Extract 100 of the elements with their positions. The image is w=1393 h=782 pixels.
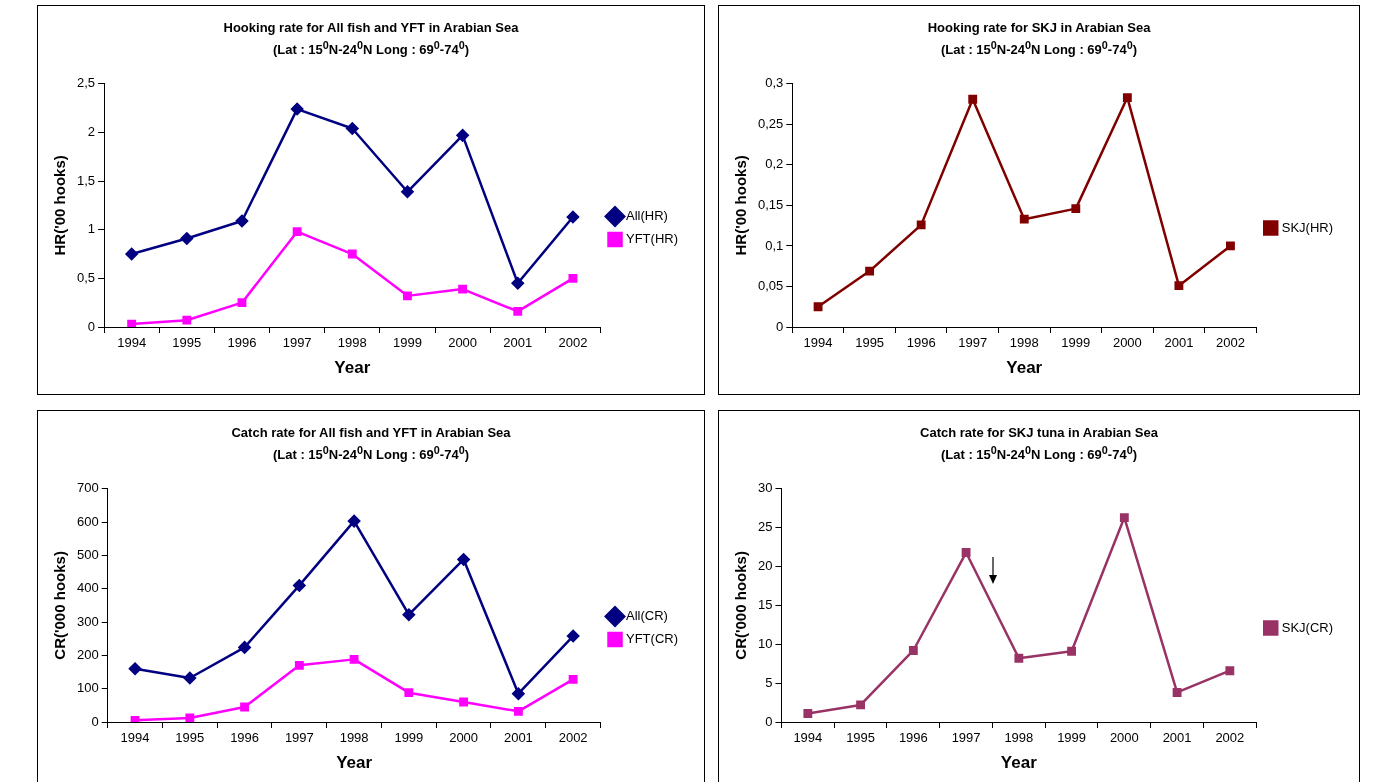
point [238,641,251,654]
x-tick-label: 1999 [392,335,422,351]
point [1174,281,1184,291]
x-tick-label: 1994 [117,335,147,351]
legend-label: YFT(HR) [626,231,679,247]
point [180,232,194,246]
legend-label: YFT(CR) [626,631,679,647]
point [1019,215,1029,224]
point [346,122,359,136]
y-tick-label: 400 [76,580,99,596]
point [803,709,813,719]
point [183,672,197,685]
y-tick-label: 0 [91,713,99,729]
x-tick-label: 2001 [503,335,533,351]
point [813,302,823,312]
point [292,227,302,237]
point [290,103,304,116]
point [235,215,249,228]
y-tick-label: 1,5 [76,172,96,188]
point [130,716,140,723]
x-tick-label: 1997 [951,730,981,746]
point [916,220,926,230]
point [347,249,357,259]
x-tick-label: 2000 [448,335,478,351]
y-axis-title: CR('000 hooks) [732,551,750,661]
point [566,211,580,224]
chart-title: Catch rate for SKJ tuna in Arabian Sea [919,425,1159,440]
point [459,697,469,707]
point [182,316,192,325]
x-tick-label: 2000 [449,730,479,746]
x-tick-label: 1996 [230,730,260,746]
point [185,713,195,723]
legend-label: SKJ(CR) [1281,619,1333,635]
y-tick-label: 0,15 [757,197,784,213]
y-tick-label: 25 [757,519,773,535]
point [401,185,414,199]
x-tick-label: 1997 [284,730,314,746]
x-tick-label: 1996 [906,335,936,351]
point [294,661,304,671]
x-tick-label: 1998 [339,730,369,746]
point [1071,204,1081,214]
point [1122,93,1132,103]
point [128,662,142,676]
point [512,687,525,701]
x-tick-label: 1995 [172,335,202,351]
x-tick-label: 2001 [503,730,533,746]
x-tick-label: 1996 [898,730,928,746]
point [240,702,250,712]
y-tick-label: 0,3 [765,75,784,91]
point [1226,241,1235,251]
y-tick-label: 2 [87,124,96,140]
point [1119,513,1129,523]
x-tick-label: 2002 [1215,335,1245,351]
y-tick-label: 300 [76,613,99,629]
point [293,579,306,592]
point [127,319,137,328]
chart-title: Hooking rate for SKJ in Arabian Sea [926,20,1152,35]
text: (Lat : 15$^{0}$N-24$^{0}$N Long : 69$^{0}$-74$^{0}$) [940,444,1138,463]
x-tick-label: 1999 [394,730,424,746]
text: (Lat : 15$^{0}$N-24$^{0}$N Long : 69$^{0}$-74$^{0}$) [272,444,470,463]
point [865,266,875,276]
x-tick-label: 1994 [120,730,150,746]
y-tick-label: 0,25 [757,116,784,132]
y-tick-label: 0 [765,713,773,729]
point [1225,666,1235,676]
x-tick-label: 2000 [1112,335,1142,351]
y-tick-label: 0 [87,318,96,334]
point [1014,654,1024,664]
x-tick-label: 2001 [1162,730,1192,746]
x-tick-label: 2002 [558,730,588,746]
point [568,675,578,685]
y-tick-label: 30 [757,480,773,496]
point [513,307,523,317]
x-tick-label: 1999 [1061,335,1091,351]
point [125,248,138,261]
point [568,274,578,284]
y-tick-label: 20 [757,558,773,574]
y-tick-label: 0,2 [765,156,784,172]
point [968,95,978,104]
chart-title: Catch rate for All fish and YFT in Arabian Sea [230,425,512,440]
text: (Lat : 15$^{0}$N-24$^{0}$N Long : 69$^{0}$-74$^{0}$) [272,39,470,58]
y-tick-label: 1 [87,221,96,237]
point [566,630,580,643]
x-tick-label: 1997 [282,335,312,351]
point [456,129,469,142]
point [347,515,361,528]
y-tick-label: 700 [76,480,99,496]
point [404,688,414,698]
y-axis-title: HR('00 hooks) [732,155,750,256]
x-tick-label: 1995 [175,730,205,746]
x-tick-label: 1994 [803,335,833,351]
x-tick-label: 1999 [1057,730,1087,746]
y-axis-title: HR('00 hooks) [51,155,69,256]
y-tick-label: 2,5 [76,75,96,91]
x-tick-label: 1995 [855,335,885,351]
y-tick-label: 0,1 [765,237,784,253]
x-tick-label: 2002 [558,335,588,351]
x-tick-label: 1994 [793,730,823,746]
legend-label: SKJ(HR) [1281,219,1333,235]
x-tick-label: 1998 [1004,730,1034,746]
